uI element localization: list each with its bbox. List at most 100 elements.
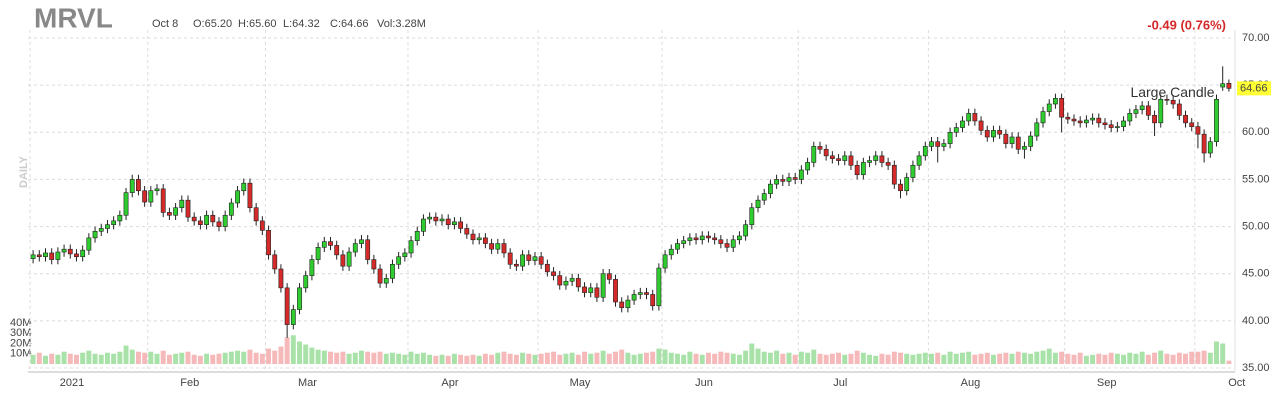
volume-bar <box>1102 354 1108 364</box>
candle-body <box>625 299 631 308</box>
volume-bar <box>526 353 532 364</box>
candle-body <box>811 146 817 163</box>
candle-body <box>879 155 885 163</box>
candle-body <box>761 193 767 201</box>
candle-body <box>1189 122 1195 127</box>
candle-body <box>953 127 959 133</box>
volume-bar <box>724 352 730 364</box>
candle-body <box>1071 118 1077 122</box>
candle-body <box>284 287 290 325</box>
ticker-title: MRVL <box>34 2 113 33</box>
volume-bar <box>123 345 129 364</box>
y-tick-label: 55.00 <box>1242 173 1270 185</box>
candle-body <box>842 155 848 161</box>
volume-bar <box>191 354 197 364</box>
volume-bar <box>1158 350 1164 364</box>
candle-body <box>675 243 680 250</box>
volume-bar <box>1090 354 1096 364</box>
candle-body <box>600 273 606 298</box>
candle-body <box>1083 119 1089 124</box>
candle-body <box>458 221 464 229</box>
volume-bar <box>111 353 117 364</box>
candle-body <box>637 292 643 295</box>
candle-body <box>644 292 649 295</box>
x-tick-label: Mar <box>298 377 317 389</box>
candle-body <box>1046 103 1052 112</box>
candle-body <box>532 256 538 261</box>
candle-body <box>780 179 786 182</box>
candle-body <box>179 199 185 209</box>
volume-bar <box>625 352 631 364</box>
y-tick-label: 35.00 <box>1242 362 1270 374</box>
volume-bar <box>749 343 755 364</box>
candle-body <box>1040 111 1046 124</box>
candle-body <box>315 247 321 260</box>
volume-bar <box>259 353 265 364</box>
candle-body <box>693 237 699 241</box>
x-tick-label: Aug <box>961 377 981 389</box>
y-tick-label: 70.00 <box>1242 32 1270 44</box>
volume-bar <box>792 354 798 364</box>
candle-body <box>334 245 340 256</box>
volume-bar <box>1195 351 1201 364</box>
candle-body <box>476 237 482 241</box>
candle-body <box>309 259 315 276</box>
candle-body <box>885 162 891 166</box>
candle-body <box>290 309 296 325</box>
candle-body <box>129 179 135 193</box>
candle-body <box>346 251 352 267</box>
volume-bar <box>476 355 482 364</box>
candle-body <box>43 252 48 258</box>
volume-bar <box>681 354 687 364</box>
volume-bar <box>1034 351 1040 364</box>
candle-body <box>98 228 104 232</box>
volume-bar <box>662 349 668 364</box>
volume-bar <box>148 351 154 364</box>
candle-body <box>204 214 209 225</box>
volume-tick-label: 10M <box>10 348 31 360</box>
volume-bar <box>644 352 649 364</box>
volume-bar <box>898 352 903 364</box>
volume-bar <box>36 352 42 364</box>
volume-bar <box>1176 352 1182 364</box>
volume-bar <box>1164 353 1170 364</box>
candle-body <box>718 239 724 244</box>
candle-body <box>67 248 73 255</box>
volume-bar <box>1170 354 1176 364</box>
volume-bar <box>848 353 854 364</box>
candle-body <box>439 218 445 222</box>
candle-body <box>1034 122 1040 137</box>
candle-body <box>941 143 947 147</box>
volume-bar <box>389 352 395 364</box>
volume-bar <box>470 354 476 364</box>
candle-body <box>798 169 804 180</box>
volume-bar <box>1139 351 1145 364</box>
volume-bar <box>594 352 600 364</box>
volume-bar <box>1083 355 1089 364</box>
volume-bar <box>1207 352 1213 364</box>
candle-body <box>712 237 718 241</box>
candle-body <box>619 301 625 308</box>
x-tick-label: Feb <box>180 377 199 389</box>
x-tick-label: Sep <box>1097 377 1117 389</box>
volume-bar <box>80 352 86 364</box>
volume-bar <box>129 349 135 364</box>
candle-body <box>1028 135 1034 147</box>
candle-body <box>390 263 395 279</box>
volume-tick-label: 20M <box>10 337 31 349</box>
volume-bar <box>730 353 736 364</box>
candle-body <box>173 207 179 216</box>
volume-bar <box>1052 352 1058 364</box>
candle-body <box>61 248 67 253</box>
candle-body <box>922 146 928 157</box>
volume-bar <box>67 353 73 364</box>
candle-body <box>222 214 228 227</box>
volume-bar <box>687 351 693 364</box>
volume-bar <box>619 349 625 364</box>
candle-body <box>1183 115 1188 124</box>
volume-bar <box>253 352 259 364</box>
volume-bar <box>854 350 860 364</box>
candle-body <box>1003 133 1009 144</box>
volume-bar <box>334 352 340 364</box>
candle-body <box>935 141 941 147</box>
